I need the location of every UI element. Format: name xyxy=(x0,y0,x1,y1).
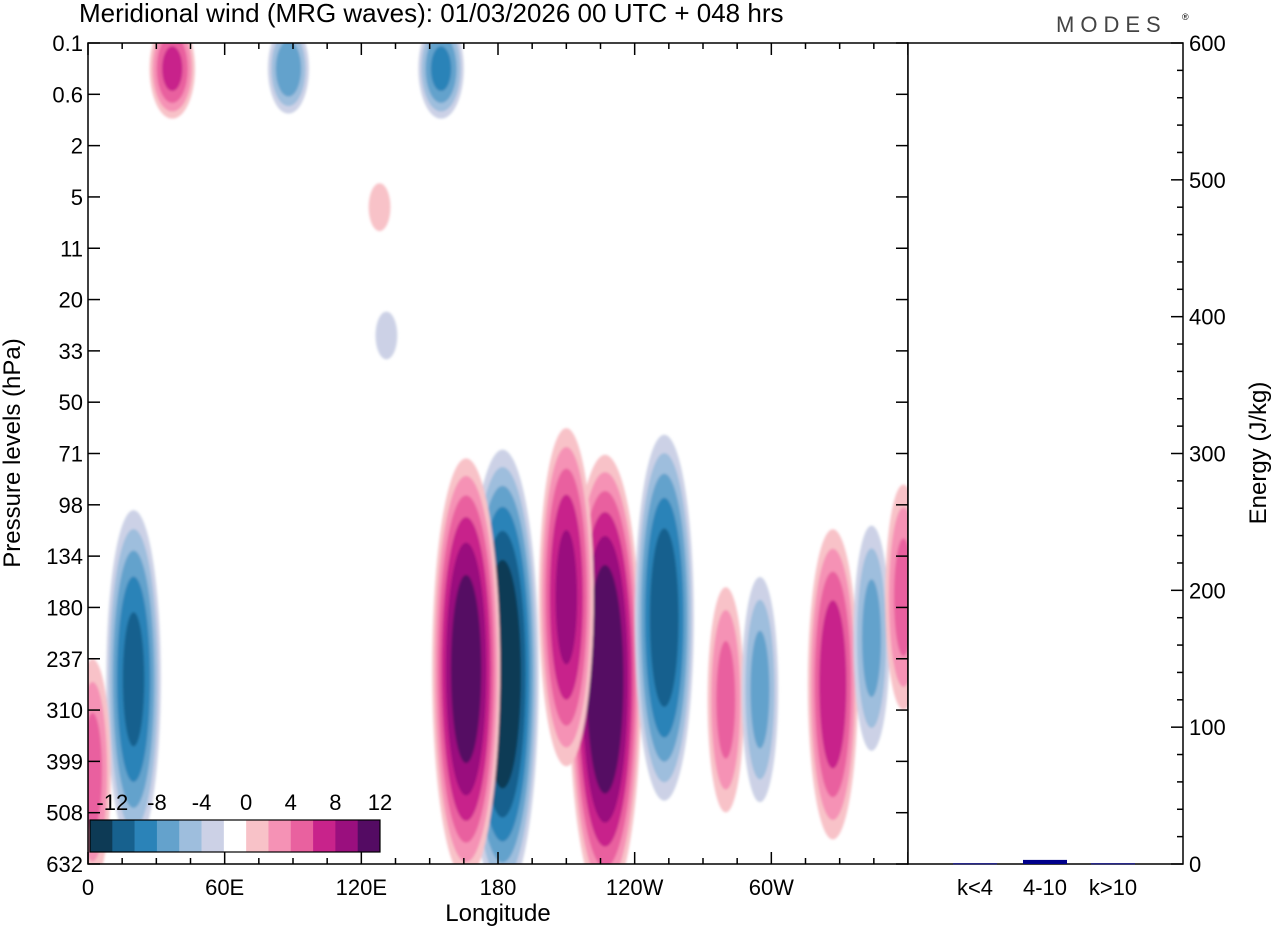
energy-axis-label: Energy (J/kg) xyxy=(1245,382,1272,525)
colorbar-label: -8 xyxy=(147,790,167,815)
energy-panel-frame xyxy=(907,42,1184,865)
x-axis-label: Longitude xyxy=(445,900,550,927)
energy-tick-label: 600 xyxy=(1189,31,1226,56)
y-tick-label: 98 xyxy=(59,493,83,518)
y-tick-label: 508 xyxy=(46,801,83,826)
energy-bars: k<4 4-10 k>10 xyxy=(953,859,1137,900)
y-tick-label: 0.1 xyxy=(52,31,83,56)
y-tick-label: 399 xyxy=(46,749,83,774)
contour-band-6-3 xyxy=(162,46,183,92)
energy-category-label: k<4 xyxy=(957,875,993,900)
energy-tick-label: 200 xyxy=(1189,578,1226,603)
energy-axis: 0 100 200 300 400 500 600 xyxy=(1171,31,1226,877)
energy-bar-k>10 xyxy=(1091,863,1135,865)
x-tick-label: 60W xyxy=(749,875,794,900)
chart-title: Meridional wind (MRG waves): 01/03/2026 … xyxy=(79,0,784,28)
contour-band-4-4 xyxy=(649,528,679,707)
colorbar-swatch xyxy=(90,820,113,852)
colorbar-swatch xyxy=(112,820,135,852)
colorbar-swatch xyxy=(335,820,358,852)
colorbar-swatch xyxy=(246,820,269,852)
colorbar-label: -12 xyxy=(96,790,128,815)
colorbar: -12 -8 -4 0 4 8 12 xyxy=(89,790,392,853)
x-tick-label: 120W xyxy=(606,875,664,900)
energy-bar-4-10 xyxy=(1023,859,1067,864)
colorbar-swatch xyxy=(290,820,314,852)
y-tick-label: 11 xyxy=(60,236,83,261)
x-tick-label: 0 xyxy=(82,875,94,900)
contour-band-14-0 xyxy=(375,311,398,360)
contour-band-7-2 xyxy=(275,43,302,97)
colorbar-label: 12 xyxy=(368,790,392,815)
energy-category-label: k>10 xyxy=(1089,875,1137,900)
contour-band-3-4 xyxy=(555,529,578,665)
x-axis: 0 60E 120E 180 120W 60W xyxy=(82,43,909,900)
y-tick-label: 237 xyxy=(46,647,83,672)
contour-band-13-0 xyxy=(368,183,391,232)
contour-band-2-5 xyxy=(450,574,482,764)
colorbar-swatch xyxy=(179,820,202,852)
colorbar-label: 0 xyxy=(240,790,252,815)
y-tick-label: 0.6 xyxy=(52,82,83,107)
energy-tick-label: 400 xyxy=(1189,305,1226,330)
y-tick-label: 180 xyxy=(46,595,83,620)
contour-band-1-6 xyxy=(592,604,618,755)
colorbar-label: -4 xyxy=(192,790,212,815)
energy-tick-label: 0 xyxy=(1189,852,1201,877)
y-axis: 0.1 0.6 2 5 11 20 33 50 71 98 134 180 237 310 399 508 63… xyxy=(46,31,908,877)
colorbar-swatch xyxy=(134,820,158,852)
contour-band-8-3 xyxy=(430,46,452,92)
modes-logo: MODES xyxy=(1056,12,1167,37)
energy-tick-label: 500 xyxy=(1189,168,1226,193)
contour-band-5-4 xyxy=(122,612,145,747)
y-tick-label: 71 xyxy=(59,442,83,467)
y-tick-label: 2 xyxy=(71,134,83,159)
colorbar-label: 4 xyxy=(285,790,297,815)
y-tick-label: 5 xyxy=(71,185,83,210)
colorbar-swatch xyxy=(268,820,292,852)
contour-band-15-2 xyxy=(893,538,908,656)
y-tick-label: 33 xyxy=(59,339,83,364)
y-tick-label: 632 xyxy=(46,852,83,877)
colorbar-swatch xyxy=(223,820,247,852)
contour-field xyxy=(88,43,908,864)
x-tick-label: 60E xyxy=(205,875,244,900)
y-tick-label: 20 xyxy=(59,288,83,313)
energy-bar-k<4 xyxy=(953,863,997,865)
x-tick-label: 120E xyxy=(336,875,387,900)
colorbar-swatch xyxy=(357,820,381,852)
contour-layer xyxy=(88,43,908,864)
contour-band-12-2 xyxy=(862,579,882,698)
energy-tick-label: 100 xyxy=(1189,715,1226,740)
registered-mark: ® xyxy=(1182,12,1189,22)
colorbar-swatch xyxy=(313,820,336,852)
contour-band-11-3 xyxy=(819,600,847,769)
energy-category-label: 4-10 xyxy=(1023,875,1067,900)
y-tick-label: 310 xyxy=(46,698,83,723)
colorbar-swatch xyxy=(201,820,225,852)
contour-band-10-2 xyxy=(750,630,770,749)
colorbar-label: 8 xyxy=(329,790,341,815)
y-axis-label: Pressure levels (hPa) xyxy=(0,338,26,567)
colorbar-frame xyxy=(89,819,381,853)
contour-band-9-2 xyxy=(716,641,736,759)
y-tick-label: 134 xyxy=(46,544,83,569)
energy-tick-label: 300 xyxy=(1189,442,1226,467)
colorbar-swatch xyxy=(156,820,180,852)
x-tick-label: 180 xyxy=(480,875,517,900)
y-tick-label: 50 xyxy=(59,390,83,415)
contour-band-16-2 xyxy=(88,712,103,831)
